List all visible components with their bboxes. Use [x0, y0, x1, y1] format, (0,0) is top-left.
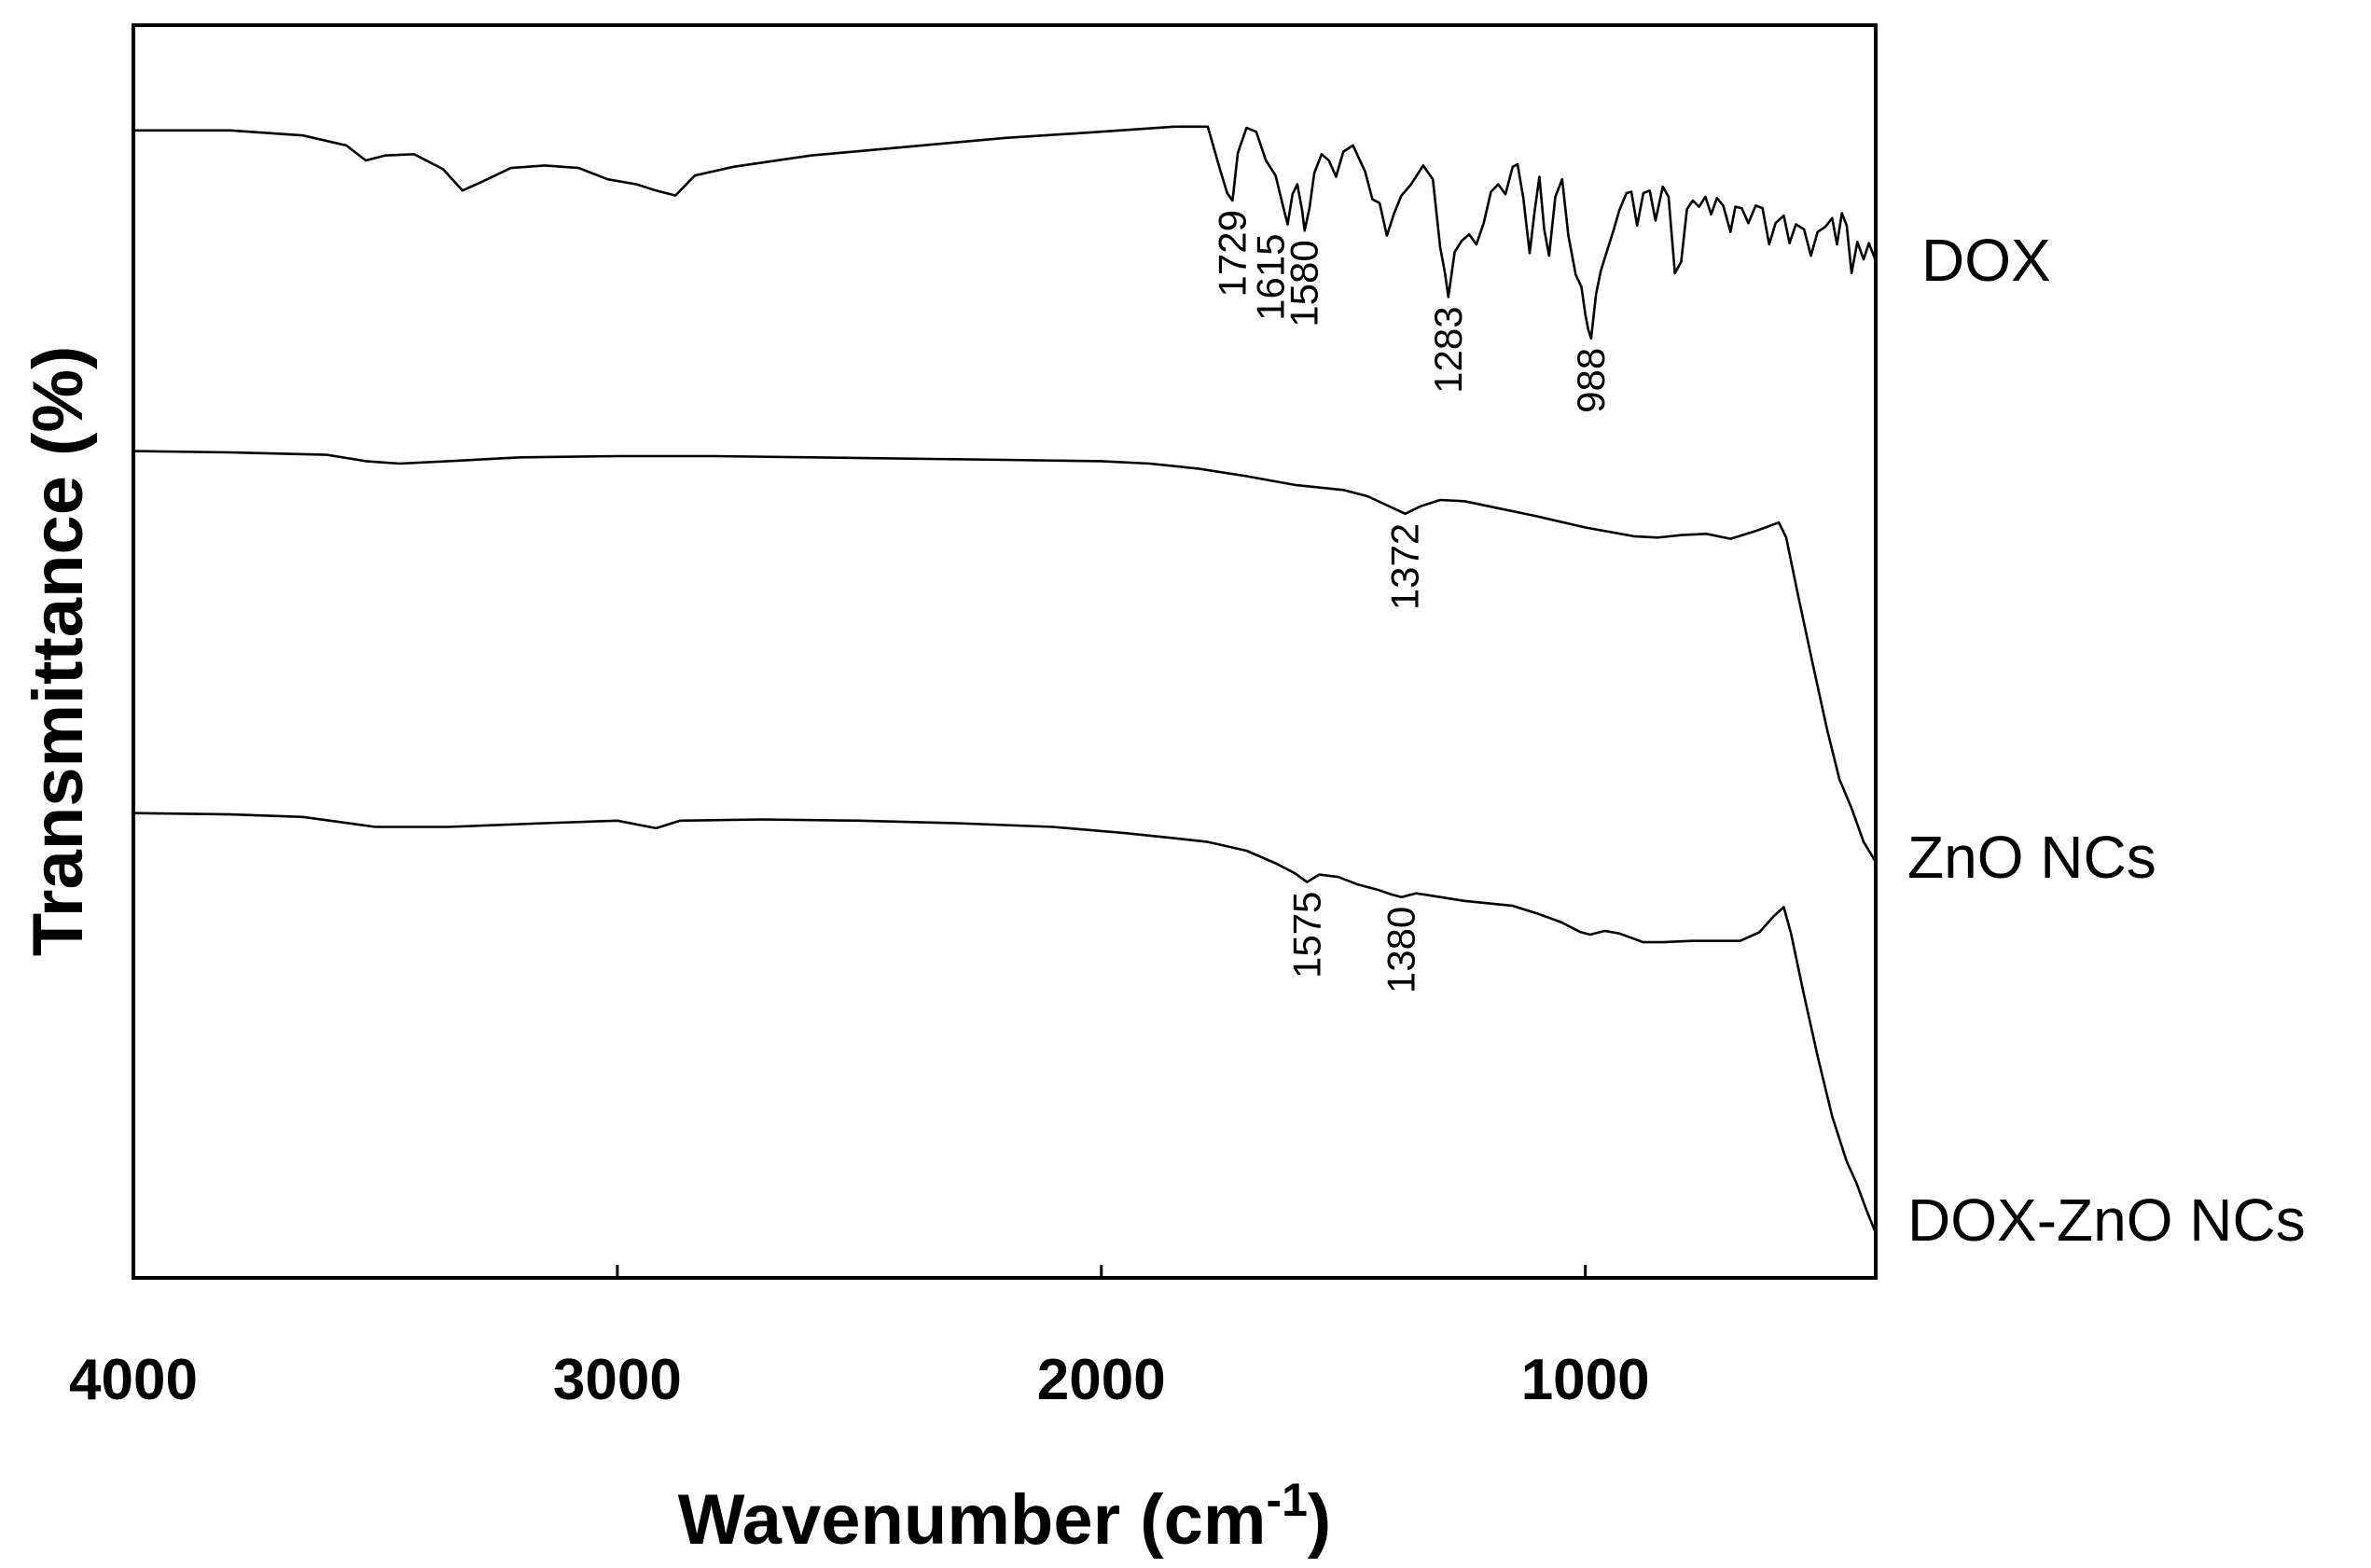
peak-label: 1380	[1380, 907, 1423, 993]
x-tick-label: 4000	[69, 1348, 198, 1412]
trace-dox-zno-ncs	[132, 812, 1878, 1234]
x-axis-title: Wavenumber (cm-1)	[678, 1474, 1331, 1560]
series-label-dox: DOX	[1921, 227, 2051, 294]
x-axis-title-close: )	[1308, 1480, 1331, 1560]
x-tick-label: 1000	[1521, 1348, 1650, 1412]
series-labels: DOX ZnO NCs DOX-ZnO NCs	[1907, 227, 2306, 1254]
trace-dox	[133, 125, 1878, 340]
plot-frame	[132, 23, 1878, 1280]
x-axis-title-superscript: -1	[1266, 1474, 1307, 1526]
x-tick-label: 2000	[1037, 1348, 1166, 1412]
trace-zno-ncs	[132, 450, 1878, 863]
x-tick-label: 3000	[553, 1348, 682, 1412]
peak-label: 988	[1569, 348, 1613, 413]
peak-label: 1729	[1210, 210, 1254, 297]
peak-label: 1283	[1426, 306, 1470, 393]
y-axis-title: Transmittance (%)	[19, 346, 98, 957]
peak-label: 1580	[1283, 240, 1326, 326]
spectra	[132, 125, 1878, 1234]
x-ticks	[132, 1265, 1588, 1278]
x-tick-labels: 4000 3000 2000 1000	[69, 1348, 1650, 1412]
series-label-zno-ncs: ZnO NCs	[1907, 824, 2156, 891]
series-label-dox-zno-ncs: DOX-ZnO NCs	[1907, 1186, 2306, 1254]
peak-label: 1615	[1249, 233, 1293, 320]
peak-label: 1575	[1284, 892, 1328, 978]
peak-label: 1372	[1383, 523, 1427, 610]
